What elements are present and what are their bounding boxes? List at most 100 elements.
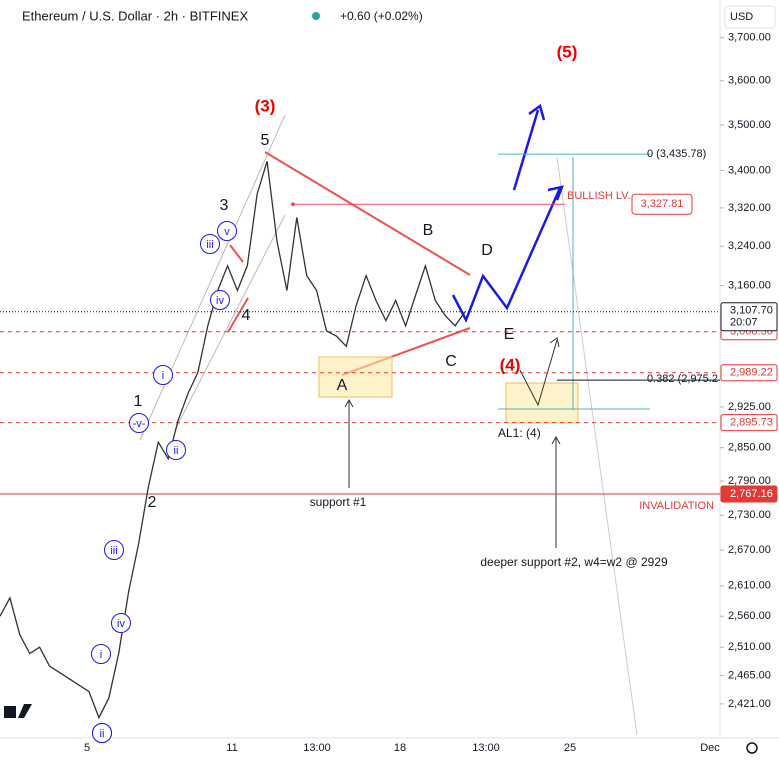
support-box xyxy=(318,356,393,398)
wave-circle xyxy=(153,365,173,385)
triangle-line xyxy=(264,151,471,276)
wave-circle xyxy=(210,290,230,310)
wave-circle xyxy=(104,540,124,560)
change: +0.60 (+0.02%) xyxy=(340,9,423,23)
wave-label: B xyxy=(423,222,434,239)
wave-circle xyxy=(200,234,220,254)
fib-label: 0 (3,435.78) xyxy=(647,148,706,160)
level-label: 2,767.16 xyxy=(730,488,773,500)
y-tick-label: 2,670.00 xyxy=(728,544,771,556)
settings-button[interactable] xyxy=(746,742,758,754)
y-tick-label: 2,610.00 xyxy=(728,580,771,592)
wave-label: (5) xyxy=(557,42,578,61)
bullish-value: 3,327.81 xyxy=(641,198,684,210)
support-label: deeper support #2, w4=w2 @ 2929 xyxy=(480,555,668,569)
invalidation-label: INVALIDATION xyxy=(639,500,714,512)
bullish-dot xyxy=(291,202,295,207)
wave-label: A xyxy=(337,377,348,394)
arrow-head xyxy=(551,435,561,445)
tv-logo xyxy=(4,704,32,718)
bullish-badge xyxy=(631,193,693,215)
channel-line xyxy=(174,214,286,431)
wave-circle xyxy=(111,613,131,633)
wave4-line xyxy=(229,244,244,263)
x-tick-label: 18 xyxy=(394,742,406,754)
last-price-label: 3,107.70 xyxy=(730,305,773,317)
logo-part xyxy=(18,704,32,718)
x-tick-label: Dec xyxy=(700,742,720,754)
y-tick-label: 3,240.00 xyxy=(728,240,771,252)
wave-circle xyxy=(129,413,149,433)
y-tick-label: 3,320.00 xyxy=(728,202,771,214)
y-tick-label: 2,925.00 xyxy=(728,401,771,413)
drawings xyxy=(139,103,650,736)
level-badge xyxy=(720,364,778,382)
wave-circle-label: iv xyxy=(216,295,224,307)
support-label: support #1 xyxy=(310,495,367,509)
logo-part xyxy=(4,706,16,718)
arrow-head xyxy=(528,103,546,121)
countdown: 20:07 xyxy=(730,317,758,329)
wave-label: 1 xyxy=(134,393,143,410)
wave-circle-label: ii xyxy=(174,445,179,457)
wave-circle-label: v xyxy=(224,226,230,238)
price-line xyxy=(0,161,466,720)
wave-circle-label: i xyxy=(100,649,102,661)
wave-label: C xyxy=(445,353,457,370)
projection-path xyxy=(512,109,540,191)
y-tick-label: 3,160.00 xyxy=(728,279,771,291)
arrow-head xyxy=(344,398,354,408)
currency-box[interactable] xyxy=(724,5,776,29)
x-tick-label: 11 xyxy=(226,742,237,754)
last-price-badge xyxy=(720,302,778,332)
bullish-label: BULLISH LV. xyxy=(567,190,631,202)
wave-label: 4 xyxy=(242,307,251,324)
x-tick-label: 5 xyxy=(84,742,90,754)
wave-circle-label: iii xyxy=(110,545,117,557)
wave-label: E xyxy=(504,326,515,343)
y-tick-label: 3,700.00 xyxy=(728,32,771,44)
y-tick-label: 2,850.00 xyxy=(728,442,771,454)
wave-label: 2 xyxy=(148,494,157,511)
wave-circle xyxy=(217,221,237,241)
wave-label: D xyxy=(481,242,493,259)
currency: USD xyxy=(730,11,753,23)
al1-label: AL1: (4) xyxy=(498,426,541,440)
wave-circle-label: i xyxy=(162,370,164,382)
wave-label: 5 xyxy=(261,132,270,149)
wave-label: (3) xyxy=(255,96,276,115)
wave-circle-label: -v- xyxy=(133,418,146,430)
y-tick-label: 3,400.00 xyxy=(728,164,771,176)
projection-path xyxy=(451,187,562,324)
wave-circle xyxy=(166,440,186,460)
y-tick-label: 2,465.00 xyxy=(728,670,771,682)
arrow-head xyxy=(547,185,564,201)
status-dot xyxy=(312,12,320,20)
arrow-head xyxy=(549,337,560,348)
wave-circle-label: ii xyxy=(100,728,105,740)
wave-circle xyxy=(91,644,111,664)
x-tick-label: 25 xyxy=(564,742,576,754)
x-tick-label: 13:00 xyxy=(303,742,331,754)
level-label: 2,989.22 xyxy=(730,367,773,379)
wave-label: 3 xyxy=(220,197,229,214)
y-tick-label: 2,510.00 xyxy=(728,641,771,653)
y-tick-label: 2,421.00 xyxy=(728,698,771,710)
y-tick-label: 3,500.00 xyxy=(728,119,771,131)
wave-circle-label: iii xyxy=(206,239,213,251)
wave-circle-label: iv xyxy=(117,618,125,630)
y-tick-label: 3,600.00 xyxy=(728,75,771,87)
wave4-line xyxy=(227,297,249,333)
wave-label: (4) xyxy=(500,355,521,374)
wave4-path xyxy=(519,339,558,407)
y-tick-label: 2,790.00 xyxy=(728,475,771,487)
support-box xyxy=(505,382,579,424)
level-badge xyxy=(720,485,778,503)
channel-line xyxy=(139,114,286,441)
fib-label: 0.382 (2,975.2 xyxy=(647,373,718,385)
symbol: Ethereum / U.S. Dollar · 2h · BITFINEX xyxy=(22,8,248,23)
wave-circle xyxy=(92,723,112,743)
level-badge xyxy=(720,414,778,432)
y-tick-label: 2,730.00 xyxy=(728,509,771,521)
